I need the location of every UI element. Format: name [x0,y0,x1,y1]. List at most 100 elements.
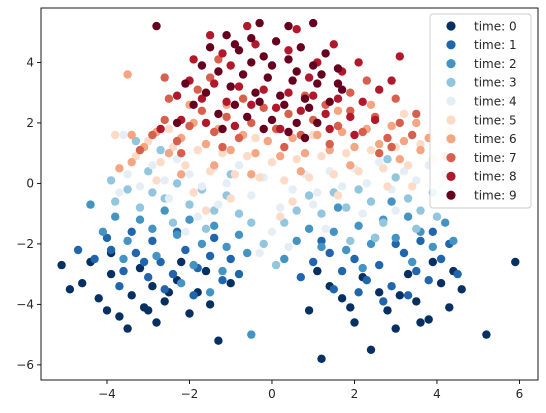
point-series-5-13 [292,155,301,164]
point-series-2-7 [185,215,194,224]
point-series-2-38 [387,197,396,206]
point-series-3-11 [247,218,256,227]
point-series-5-15 [317,152,326,161]
point-series-2-0 [98,227,108,236]
point-series-8-33 [329,40,338,49]
point-series-4-10 [247,191,256,200]
point-series-0-33 [375,288,384,297]
point-series-8-3 [210,79,219,88]
point-series-3-19 [304,191,314,200]
legend-label-3: time: 3 [474,76,517,90]
point-series-0-20 [511,257,520,267]
point-series-9-48 [218,124,227,134]
point-series-8-0 [172,91,182,100]
point-series-3-1 [123,185,132,194]
point-series-2-3 [135,215,145,224]
point-series-6-28 [296,167,305,176]
point-series-2-5 [160,206,169,215]
point-series-4-27 [412,176,421,185]
point-series-8-12 [321,109,330,119]
point-series-9-46 [313,118,322,128]
point-series-1-12 [127,227,136,236]
legend-label-1: time: 1 [474,38,517,52]
point-series-2-15 [86,200,95,209]
point-series-7-2 [160,115,169,125]
point-series-1-5 [156,257,165,267]
point-series-7-9 [247,118,256,128]
point-series-2-24 [354,221,363,230]
point-series-8-18 [201,118,211,128]
y-axis: −6 −4 −2 0 2 4 [16,55,41,372]
point-series-7-16 [333,121,343,131]
point-series-4-5 [185,170,194,179]
point-series-3-16 [259,239,268,249]
point-series-6-12 [276,152,285,161]
point-series-3-6 [185,200,194,209]
point-series-4-12 [164,194,174,203]
point-series-0-47 [205,300,215,309]
legend-label-2: time: 2 [474,57,517,71]
point-series-2-33 [358,263,367,273]
point-series-8-21 [325,124,334,134]
x-tick-label-2: 0 [268,387,276,401]
point-series-5-16 [329,170,338,179]
point-series-1-38 [453,269,462,279]
point-series-3-33 [412,224,421,233]
point-series-7-39 [387,142,396,152]
point-series-5-6 [205,167,215,176]
point-series-8-10 [296,106,305,116]
point-series-7-20 [383,133,392,143]
point-series-3-14 [201,224,211,233]
point-series-1-2 [119,266,128,276]
point-series-5-18 [354,167,363,176]
point-series-0-28 [424,315,433,324]
point-series-0-18 [177,257,186,267]
point-series-7-23 [164,94,174,103]
point-series-9-37 [181,79,190,88]
point-series-5-32 [251,133,260,143]
x-tick-label-1: −2 [181,387,199,401]
point-series-1-11 [148,236,157,246]
point-series-5-7 [218,149,227,158]
point-series-4-21 [337,182,347,191]
plot-border [40,7,539,381]
point-series-1-7 [181,245,190,255]
point-series-1-19 [309,257,318,267]
point-series-6-36 [416,145,425,155]
point-series-5-25 [189,188,198,197]
point-series-1-20 [325,248,334,258]
point-series-6-33 [333,106,343,116]
point-series-0-29 [436,279,446,288]
point-series-0-49 [416,318,425,327]
point-series-6-26 [177,170,186,179]
point-series-1-23 [362,276,371,285]
point-series-3-5 [172,179,182,188]
point-series-7-36 [391,94,400,103]
point-series-7-18 [358,127,367,137]
point-series-9-7 [284,55,293,64]
point-series-6-21 [387,121,396,131]
point-series-6-39 [123,70,132,79]
point-series-2-25 [366,239,376,249]
point-series-1-13 [102,233,112,243]
point-series-1-28 [424,276,433,285]
point-series-8-4 [222,97,231,107]
point-series-8-16 [370,115,380,125]
point-series-8-13 [333,94,343,103]
point-series-8-26 [284,46,293,55]
point-series-2-28 [403,212,413,221]
point-series-6-3 [164,149,174,158]
point-series-8-7 [259,85,268,94]
point-series-9-41 [317,70,326,79]
point-series-1-31 [416,236,425,246]
point-series-3-34 [271,260,281,270]
point-series-9-15 [251,88,260,97]
point-series-1-21 [337,266,347,276]
point-series-8-22 [350,130,359,140]
y-tick-label-2: −2 [16,237,34,251]
point-series-3-39 [383,155,392,164]
point-series-2-10 [222,242,231,252]
point-series-7-8 [234,133,244,143]
point-series-8-19 [230,121,240,131]
point-series-7-35 [214,55,223,64]
